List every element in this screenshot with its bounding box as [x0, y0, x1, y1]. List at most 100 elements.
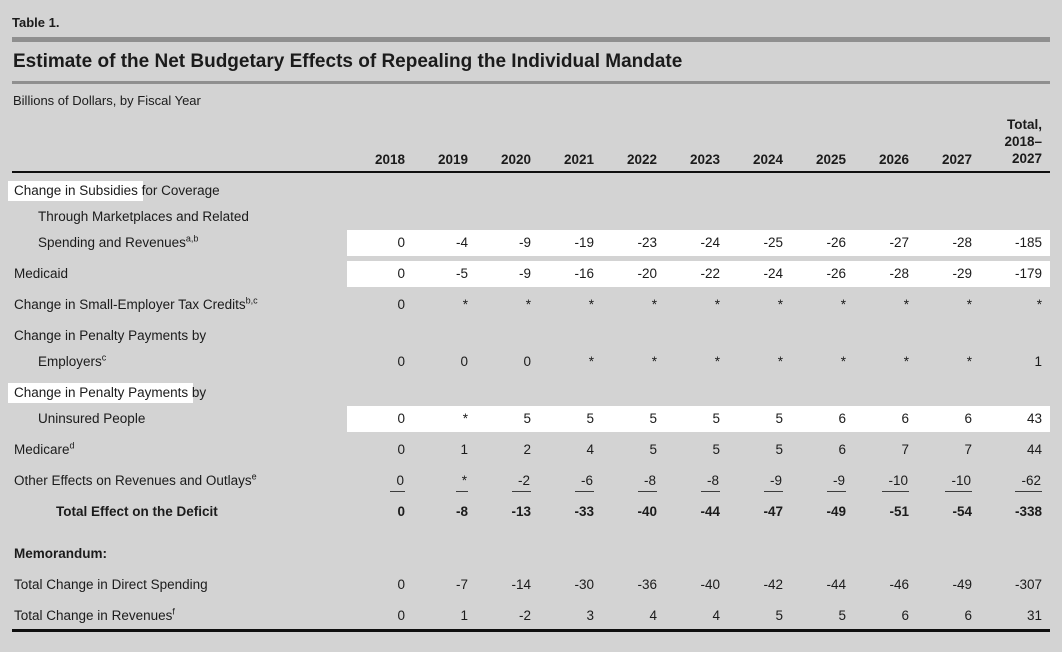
- value-box: 6: [851, 406, 914, 432]
- row-label-line: Change in Subsidies for Coverage: [8, 178, 347, 204]
- value-cell: -179: [977, 256, 1050, 287]
- value-box: 5: [775, 608, 783, 623]
- row-label-line: Memorandum:: [12, 541, 347, 567]
- value-cell: -9: [725, 463, 788, 494]
- value-cell: 0: [410, 318, 473, 375]
- value-cell: 5: [725, 432, 788, 463]
- value-box: 5: [725, 406, 788, 432]
- row-label-line: Total Change in Revenuesf: [12, 603, 347, 629]
- value-box: 2: [523, 442, 531, 457]
- value-box: *: [651, 297, 657, 312]
- value-cell: -44: [788, 567, 851, 598]
- value-cell: -10: [914, 463, 977, 494]
- value-cell: -2: [473, 463, 536, 494]
- footnote-marker: a,b: [185, 233, 199, 244]
- value-cell: -10: [851, 463, 914, 494]
- value-cell: 7: [851, 432, 914, 463]
- value-box: -44: [826, 577, 846, 592]
- year-header: 2024: [725, 108, 788, 173]
- underlined-value: -6: [574, 473, 594, 492]
- row-label-line: Total Effect on the Deficit: [12, 499, 347, 525]
- value-box: 5: [473, 406, 536, 432]
- value-box: -8: [662, 468, 725, 494]
- value-cell: *: [662, 287, 725, 318]
- value-cell: -22: [662, 256, 725, 287]
- value-cell: 6: [914, 598, 977, 629]
- value-box: 5: [536, 406, 599, 432]
- year-header: 2026: [851, 108, 914, 173]
- value-cell: 1: [977, 318, 1050, 375]
- value-cell: [347, 525, 410, 567]
- underlined-value: -62: [1015, 473, 1042, 492]
- text-highlight: Change in Penalty Payments: [8, 383, 194, 403]
- year-header: 2020: [473, 108, 536, 173]
- value-cell: 3: [536, 598, 599, 629]
- row-label-line: Other Effects on Revenues and Outlayse: [12, 468, 347, 494]
- value-box: -10: [914, 468, 977, 494]
- value-cell: *: [914, 287, 977, 318]
- value-cell: 0: [347, 463, 410, 494]
- value-cell: -25: [725, 172, 788, 256]
- value-cell: -42: [725, 567, 788, 598]
- value-cell: -9: [788, 463, 851, 494]
- value-cell: -28: [851, 256, 914, 287]
- value-box: -54: [952, 504, 972, 519]
- value-cell: 5: [662, 432, 725, 463]
- year-header: 2021: [536, 108, 599, 173]
- table-row: Medicaid 0 -5 -9 -16 -20 -22 -24 -26 -28 -29 -179: [12, 256, 1050, 287]
- page-title: Estimate of the Net Budgetary Effects of…: [13, 51, 683, 72]
- value-cell: 0: [347, 318, 410, 375]
- value-cell: 0: [347, 375, 410, 432]
- value-cell: -16: [536, 256, 599, 287]
- value-cell: -47: [725, 494, 788, 525]
- table-row: Total Effect on the Deficit 0 -8 -13 -33 -40 -…: [12, 494, 1050, 525]
- value-box: -33: [574, 504, 594, 519]
- value-box: 31: [1026, 608, 1042, 623]
- value-cell: *: [536, 287, 599, 318]
- value-box: 4: [586, 442, 594, 457]
- underlined-value: -8: [700, 473, 720, 492]
- row-label-line: Medicared: [12, 437, 347, 463]
- value-cell: 6: [851, 375, 914, 432]
- row-label: Medicared: [12, 432, 347, 463]
- value-box: *: [714, 297, 720, 312]
- row-label: Total Change in Revenuesf: [12, 598, 347, 629]
- value-cell: -40: [599, 494, 662, 525]
- label-text: Total Effect on the Deficit: [56, 504, 218, 519]
- value-box: -44: [700, 504, 720, 519]
- bottom-rule: [12, 629, 1050, 632]
- value-box: -23: [599, 230, 662, 256]
- value-box: 0: [397, 577, 405, 592]
- value-box: -49: [952, 577, 972, 592]
- value-cell: 4: [536, 432, 599, 463]
- value-box: -25: [725, 230, 788, 256]
- value-cell: [977, 525, 1050, 567]
- value-box: -185: [977, 230, 1050, 256]
- value-cell: 5: [473, 375, 536, 432]
- value-box: -8: [455, 504, 468, 519]
- value-box: -2: [473, 468, 536, 494]
- value-box: 0: [523, 354, 531, 369]
- row-label-line: Change in Small-Employer Tax Creditsb,c: [12, 292, 347, 318]
- value-cell: *: [851, 318, 914, 375]
- value-box: *: [525, 297, 531, 312]
- row-label: Memorandum:: [12, 525, 347, 567]
- value-box: 0: [347, 230, 410, 256]
- label-text: Memorandum:: [14, 546, 108, 561]
- value-cell: 0: [347, 432, 410, 463]
- label-text: for Coverage: [137, 183, 220, 198]
- value-cell: -23: [599, 172, 662, 256]
- value-cell: 1: [410, 432, 473, 463]
- value-box: 1: [1034, 354, 1042, 369]
- value-cell: 6: [788, 432, 851, 463]
- value-cell: [410, 525, 473, 567]
- value-cell: 0: [347, 287, 410, 318]
- row-label-line: Change in Penalty Payments by: [8, 380, 347, 406]
- value-box: 5: [662, 406, 725, 432]
- year-header: 2018: [347, 108, 410, 173]
- value-cell: *: [725, 318, 788, 375]
- value-box: *: [777, 354, 783, 369]
- row-label: Change in Subsidies for Coverage Through …: [8, 172, 347, 256]
- value-cell: -338: [977, 494, 1050, 525]
- value-box: -28: [851, 261, 914, 287]
